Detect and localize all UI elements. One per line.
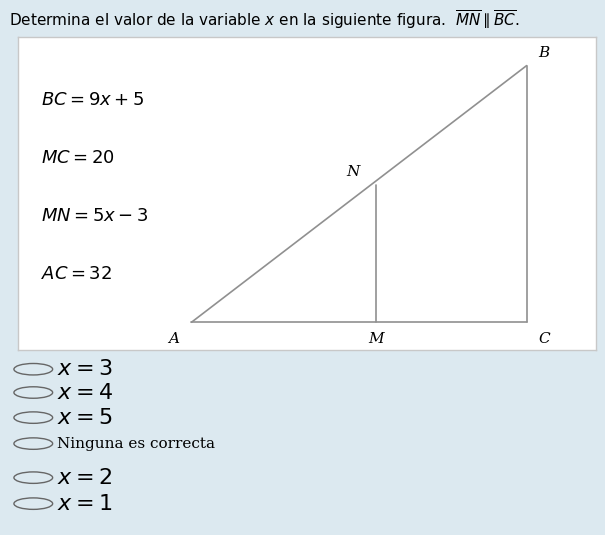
Text: C: C [538, 332, 550, 347]
Text: B: B [538, 46, 549, 60]
Text: A: A [169, 332, 180, 347]
Text: $\mathit{x} = 3$: $\mathit{x} = 3$ [57, 358, 113, 380]
Text: $MC = 20$: $MC = 20$ [41, 149, 115, 167]
Text: $BC = 9x + 5$: $BC = 9x + 5$ [41, 91, 145, 109]
Text: $\mathit{x} = 4$: $\mathit{x} = 4$ [57, 381, 113, 403]
Text: $\mathit{x} = 1$: $\mathit{x} = 1$ [57, 493, 113, 515]
Text: $AC = 32$: $AC = 32$ [41, 265, 113, 282]
Text: Determina el valor de la variable $\mathit{x}$ en la siguiente figura.  $\overli: Determina el valor de la variable $\math… [9, 7, 520, 30]
Text: $\mathit{x} = 5$: $\mathit{x} = 5$ [57, 407, 113, 429]
Text: M: M [368, 332, 384, 347]
Text: Ninguna es correcta: Ninguna es correcta [57, 437, 215, 450]
Text: $\mathit{x} = 2$: $\mathit{x} = 2$ [57, 467, 113, 488]
Text: $MN = 5x - 3$: $MN = 5x - 3$ [41, 207, 149, 225]
Text: N: N [347, 165, 360, 179]
